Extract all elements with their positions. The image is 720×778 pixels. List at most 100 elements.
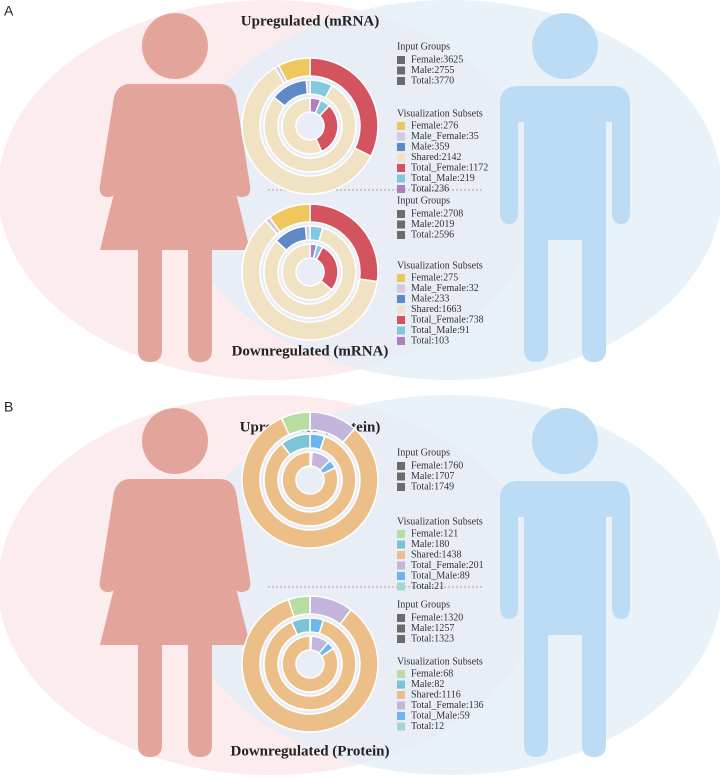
chart-title: Downregulated (Protein) bbox=[230, 743, 389, 759]
legend-swatch bbox=[397, 691, 405, 699]
legend-swatch bbox=[397, 66, 405, 75]
ring-segment bbox=[281, 243, 333, 301]
ring-segment bbox=[277, 57, 311, 83]
legend-swatch bbox=[397, 462, 405, 470]
legend-label: Female:3625 bbox=[411, 54, 463, 65]
legend-label: Male:180 bbox=[411, 539, 449, 550]
legend-label: Shared:2142 bbox=[411, 152, 462, 163]
ring-segment bbox=[241, 598, 379, 733]
legend-label: Female:276 bbox=[411, 120, 458, 131]
ring-segment bbox=[263, 84, 357, 173]
legend-label: Male_Female:32 bbox=[411, 283, 479, 294]
legend-swatch bbox=[397, 551, 405, 559]
legend-swatch bbox=[397, 231, 405, 239]
legend-label: Shared:1116 bbox=[411, 689, 461, 700]
panel-label: B bbox=[4, 399, 13, 415]
ring-segment bbox=[280, 411, 311, 436]
legend-label: Total:1749 bbox=[411, 481, 454, 492]
legend-swatch bbox=[397, 220, 405, 229]
legend-label: Total:21 bbox=[411, 581, 444, 592]
legend-swatch bbox=[397, 540, 405, 549]
legend-swatch bbox=[397, 530, 405, 538]
legend-swatch bbox=[397, 712, 405, 720]
legend-label: Total_Female:136 bbox=[411, 700, 484, 711]
legend-swatch bbox=[397, 295, 405, 303]
legend-title: Input Groups bbox=[397, 599, 450, 610]
legend-label: Female:121 bbox=[411, 528, 458, 539]
legend-label: Male:233 bbox=[411, 293, 449, 304]
legend-swatch bbox=[397, 701, 405, 710]
legend-label: Female:275 bbox=[411, 272, 458, 283]
legend-swatch bbox=[397, 572, 405, 580]
legend-label: Total:2596 bbox=[411, 229, 454, 240]
legend-label: Total_Male:89 bbox=[411, 570, 470, 581]
ring-segment bbox=[304, 225, 311, 241]
legend-swatch bbox=[397, 164, 405, 172]
legend-label: Total_Male:91 bbox=[411, 325, 470, 336]
legend-swatch bbox=[397, 635, 405, 643]
legend-swatch bbox=[397, 472, 405, 481]
legend-label: Male:359 bbox=[411, 141, 449, 152]
legend-swatch bbox=[397, 582, 405, 591]
legend-label: Female:2708 bbox=[411, 208, 463, 219]
legend-label: Male:1707 bbox=[411, 471, 454, 482]
legend-label: Total:1323 bbox=[411, 633, 454, 644]
legend-swatch bbox=[397, 614, 405, 622]
legend-swatch bbox=[397, 210, 405, 218]
legend-title: Input Groups bbox=[397, 195, 450, 206]
legend-swatch bbox=[397, 326, 405, 335]
legend-swatch bbox=[397, 174, 405, 183]
ring-segment bbox=[263, 435, 357, 527]
legend-swatch bbox=[397, 56, 405, 64]
legend-swatch bbox=[397, 132, 405, 141]
ring-segment bbox=[287, 595, 311, 618]
chart-title: Upregulated (mRNA) bbox=[241, 13, 379, 29]
legend-label: Total_Female:201 bbox=[411, 560, 484, 571]
legend-swatch bbox=[397, 561, 405, 570]
ring-segment bbox=[263, 619, 357, 711]
ring-segment bbox=[241, 417, 379, 549]
legend-label: Male:82 bbox=[411, 679, 444, 690]
ring-segment bbox=[268, 203, 311, 233]
legend-swatch bbox=[397, 122, 405, 130]
legend-title: Visualization Subsets bbox=[397, 516, 483, 527]
ring-segment bbox=[241, 66, 372, 195]
legend-title: Input Groups bbox=[397, 41, 450, 52]
legend-swatch bbox=[397, 284, 405, 293]
legend-label: Shared:1663 bbox=[411, 304, 462, 315]
ring-segment bbox=[290, 617, 311, 636]
legend-label: Shared:1438 bbox=[411, 549, 462, 560]
ring-segment bbox=[305, 79, 311, 95]
legend-swatch bbox=[397, 274, 405, 282]
legend-swatch bbox=[397, 305, 405, 314]
legend-swatch bbox=[397, 722, 405, 731]
legend-swatch bbox=[397, 153, 405, 162]
legend-swatch bbox=[397, 143, 405, 151]
ring-segment bbox=[281, 97, 323, 155]
ring-segment bbox=[281, 635, 339, 693]
ring-segment bbox=[281, 451, 339, 509]
legend-swatch bbox=[397, 337, 405, 345]
legend-title: Visualization Subsets bbox=[397, 260, 483, 271]
legend-swatch bbox=[397, 624, 405, 633]
panel-label: A bbox=[4, 3, 14, 19]
legend-title: Visualization Subsets bbox=[397, 656, 483, 667]
legend-label: Total:103 bbox=[411, 335, 449, 346]
legend-label: Total_Female:738 bbox=[411, 314, 484, 325]
legend-label: Female:1760 bbox=[411, 460, 463, 471]
legend-label: Male:2019 bbox=[411, 219, 454, 230]
legend-label: Male_Female:35 bbox=[411, 131, 479, 142]
legend-swatch bbox=[397, 670, 405, 678]
legend-title: Input Groups bbox=[397, 447, 450, 458]
legend-swatch bbox=[397, 316, 405, 324]
legend-label: Total_Female:1172 bbox=[411, 162, 488, 173]
legend-swatch bbox=[397, 680, 405, 689]
legend-label: Total_Male:219 bbox=[411, 173, 475, 184]
legend-label: Total:3770 bbox=[411, 75, 454, 86]
legend-swatch bbox=[397, 483, 405, 491]
ring-segment bbox=[241, 219, 379, 341]
ring-segment bbox=[280, 433, 311, 456]
legend-swatch bbox=[397, 185, 405, 193]
ring-segment bbox=[263, 226, 357, 319]
